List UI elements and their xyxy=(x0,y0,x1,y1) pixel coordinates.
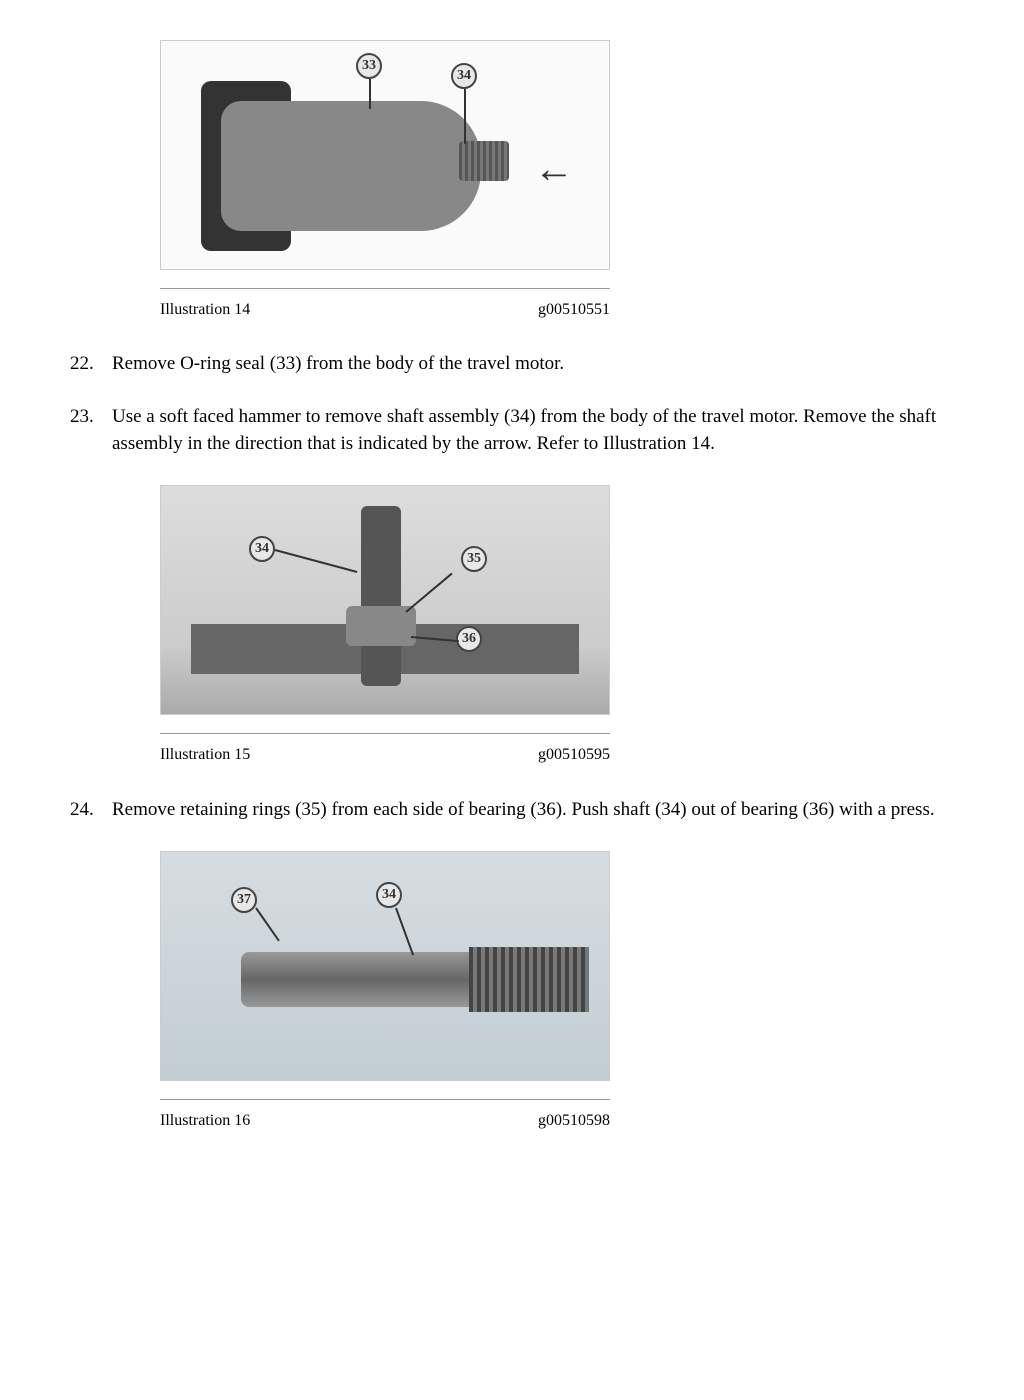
step-22-number: 22. xyxy=(70,351,94,378)
callout-34-b: 34 xyxy=(249,536,275,562)
figure-14-image: 33 34 ← xyxy=(160,40,610,270)
step-23-text: Use a soft faced hammer to remove shaft … xyxy=(112,406,936,454)
figure-15-caption: Illustration 15 g00510595 xyxy=(160,744,610,766)
figure-16-id: g00510598 xyxy=(538,1110,610,1132)
callout-34-c: 34 xyxy=(376,882,402,908)
figure-15-id: g00510595 xyxy=(538,744,610,766)
step-24: 24. Remove retaining rings (35) from eac… xyxy=(70,797,954,824)
figure-divider xyxy=(160,733,610,734)
step-list-2: 24. Remove retaining rings (35) from eac… xyxy=(70,797,954,824)
step-23: 23. Use a soft faced hammer to remove sh… xyxy=(70,404,954,457)
step-24-number: 24. xyxy=(70,797,94,824)
figure-16: 37 34 Illustration 16 g00510598 xyxy=(160,851,610,1132)
step-list-1: 22. Remove O-ring seal (33) from the bod… xyxy=(70,351,954,457)
figure-14: 33 34 ← Illustration 14 g00510551 xyxy=(160,40,610,321)
step-22: 22. Remove O-ring seal (33) from the bod… xyxy=(70,351,954,378)
figure-divider xyxy=(160,288,610,289)
figure-16-label: Illustration 16 xyxy=(160,1110,250,1132)
callout-34: 34 xyxy=(451,63,477,89)
callout-37: 37 xyxy=(231,887,257,913)
callout-36: 36 xyxy=(456,626,482,652)
figure-15: 34 35 36 Illustration 15 g00510595 xyxy=(160,485,610,766)
figure-16-image: 37 34 xyxy=(160,851,610,1081)
step-24-text: Remove retaining rings (35) from each si… xyxy=(112,799,935,820)
callout-33: 33 xyxy=(356,53,382,79)
figure-16-caption: Illustration 16 g00510598 xyxy=(160,1110,610,1132)
figure-14-id: g00510551 xyxy=(538,299,610,321)
direction-arrow: ← xyxy=(534,141,574,197)
callout-35: 35 xyxy=(461,546,487,572)
figure-divider xyxy=(160,1099,610,1100)
step-22-text: Remove O-ring seal (33) from the body of… xyxy=(112,353,564,374)
step-23-number: 23. xyxy=(70,404,94,431)
figure-15-label: Illustration 15 xyxy=(160,744,250,766)
figure-15-image: 34 35 36 xyxy=(160,485,610,715)
figure-14-label: Illustration 14 xyxy=(160,299,250,321)
figure-14-caption: Illustration 14 g00510551 xyxy=(160,299,610,321)
